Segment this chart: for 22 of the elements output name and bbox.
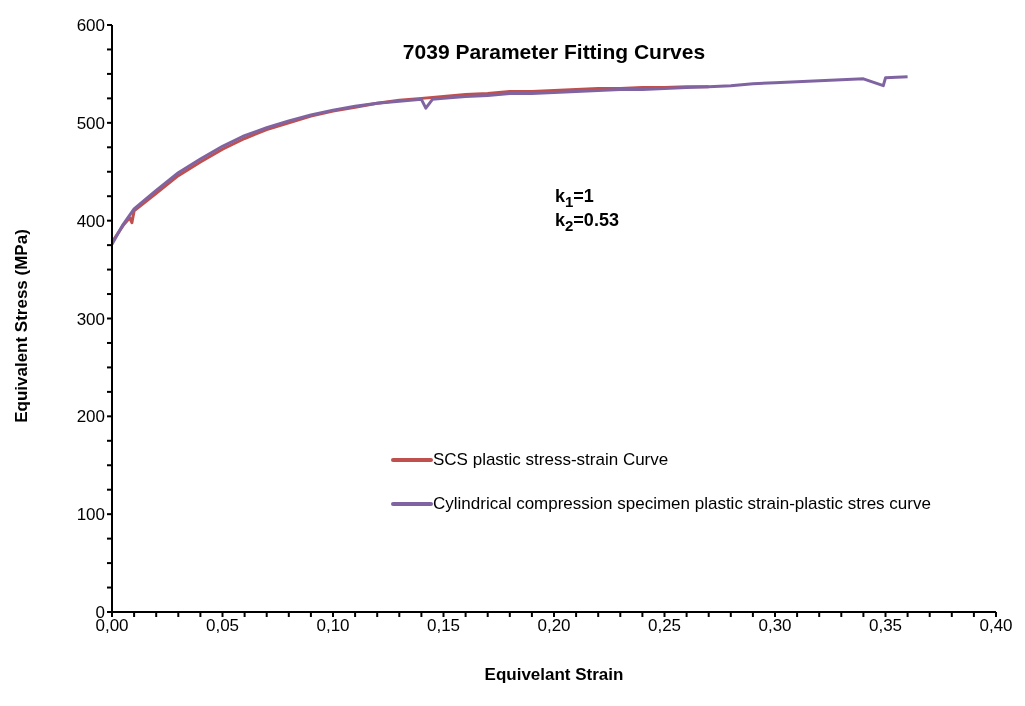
line-series: [112, 75, 910, 246]
y-tick-label: 300: [76, 309, 105, 329]
x-tick-label: 0,30: [758, 616, 792, 636]
y-axis-title: Equivalent Stress (MPa): [12, 229, 32, 423]
y-tick-label: 400: [76, 211, 105, 231]
legend-label: SCS plastic stress-strain Curve: [433, 450, 670, 470]
x-tick-label: 0,35: [868, 616, 903, 636]
x-tick-label: 0,15: [426, 616, 461, 636]
x-axis-title: Equivelant Strain: [483, 664, 625, 686]
y-tick-label: 500: [76, 113, 105, 133]
y-tick-label: 200: [76, 407, 105, 427]
x-tick-label: 0,20: [537, 616, 571, 636]
annotation: k$_{2}$=0.53: [555, 210, 619, 234]
x-tick-label: 0,10: [316, 616, 350, 636]
x-tick-label: 0,25: [647, 616, 682, 636]
x-tick-label: 0,05: [205, 616, 240, 636]
y-tick-label: 100: [76, 505, 105, 525]
legend-label: Cylindrical compression specimen plastic strain-plastic stres curve: [433, 494, 932, 514]
text: 7039 Parameter Fitting Curves: [401, 40, 707, 64]
annotation: k$_{1}$=1: [555, 186, 594, 210]
y-tick-label: 600: [76, 16, 105, 36]
x-tick-label: 0,40: [979, 616, 1013, 636]
